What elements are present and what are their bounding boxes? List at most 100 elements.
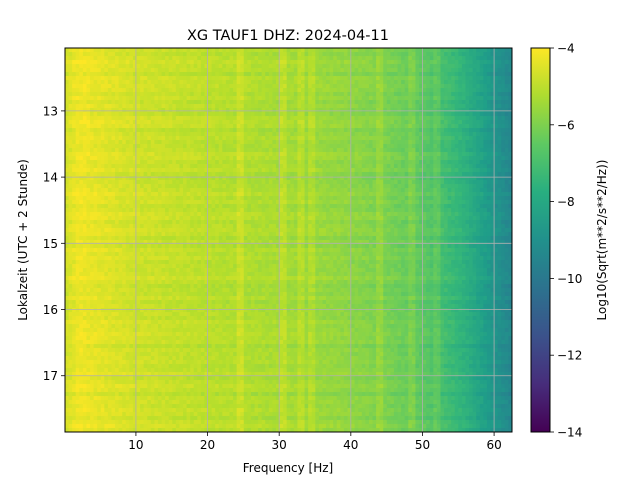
heatmap-cell xyxy=(154,380,159,385)
heatmap-cell xyxy=(161,52,166,57)
heatmap-cell xyxy=(193,184,198,189)
heatmap-cell xyxy=(193,340,198,345)
heatmap-cell xyxy=(115,96,120,101)
heatmap-cell xyxy=(93,128,98,133)
heatmap-cell xyxy=(157,120,163,125)
heatmap-cell xyxy=(208,384,213,389)
heatmap-cell xyxy=(211,244,216,249)
heatmap-cell xyxy=(150,88,155,93)
heatmap-cell xyxy=(118,204,123,209)
heatmap-cell xyxy=(204,68,209,73)
heatmap-cell xyxy=(111,384,116,389)
heatmap-cell xyxy=(136,212,141,217)
heatmap-cell xyxy=(97,376,102,381)
heatmap-cell xyxy=(168,128,173,133)
heatmap-cell xyxy=(197,356,202,361)
heatmap-cell xyxy=(90,108,95,113)
heatmap-cell xyxy=(143,88,148,93)
heatmap-cell xyxy=(161,192,166,197)
heatmap-cell xyxy=(204,412,209,417)
heatmap-cell xyxy=(104,304,109,309)
heatmap-cell xyxy=(233,276,238,281)
heatmap-cell xyxy=(122,168,127,173)
heatmap-cell xyxy=(215,164,220,169)
heatmap-cell xyxy=(107,248,113,253)
heatmap-cell xyxy=(75,356,80,361)
heatmap-cell xyxy=(143,100,148,105)
heatmap-cell xyxy=(215,116,220,121)
heatmap-cell xyxy=(132,92,138,97)
heatmap-cell xyxy=(175,216,181,221)
heatmap-cell xyxy=(65,296,70,301)
heatmap-cell xyxy=(233,400,238,405)
heatmap-cell xyxy=(179,136,184,141)
heatmap-cell xyxy=(75,288,80,293)
heatmap-cell xyxy=(100,220,105,225)
heatmap-cell xyxy=(197,108,202,113)
heatmap-cell xyxy=(100,328,105,333)
heatmap-cell xyxy=(115,108,120,113)
heatmap-cell xyxy=(125,336,130,341)
heatmap-cell xyxy=(122,348,127,353)
heatmap-cell xyxy=(247,428,252,432)
heatmap-cell xyxy=(175,84,181,89)
heatmap-cell xyxy=(168,404,173,409)
heatmap-cell xyxy=(86,284,91,289)
heatmap-cell xyxy=(200,184,206,189)
heatmap-cell xyxy=(147,80,152,85)
heatmap-cell xyxy=(75,84,80,89)
heatmap-cell xyxy=(82,136,88,141)
heatmap-cell xyxy=(107,52,113,57)
heatmap-cell xyxy=(118,108,123,113)
heatmap-cell xyxy=(154,144,159,149)
heatmap-cell xyxy=(82,140,88,145)
heatmap-cell xyxy=(104,124,109,129)
heatmap-cell xyxy=(179,212,184,217)
heatmap-cell xyxy=(172,148,177,153)
heatmap-cell xyxy=(240,232,245,237)
heatmap-cell xyxy=(93,364,98,369)
heatmap-cell xyxy=(129,396,134,401)
heatmap-cell xyxy=(218,320,223,325)
heatmap-cell xyxy=(86,108,91,113)
heatmap-cell xyxy=(222,424,227,429)
heatmap-cell xyxy=(208,308,213,313)
heatmap-cell xyxy=(147,68,152,73)
heatmap-cell xyxy=(147,412,152,417)
heatmap-cell xyxy=(186,376,191,381)
heatmap-cell xyxy=(136,416,141,421)
heatmap-cell xyxy=(86,144,91,149)
heatmap-cell xyxy=(208,124,213,129)
heatmap-cell xyxy=(222,248,227,253)
heatmap-cell xyxy=(65,248,70,253)
heatmap-cell xyxy=(225,96,231,101)
heatmap-cell xyxy=(243,144,248,149)
heatmap-cell xyxy=(118,344,123,349)
heatmap-cell xyxy=(236,312,241,317)
heatmap-cell xyxy=(154,124,159,129)
heatmap-cell xyxy=(157,304,163,309)
heatmap-cell xyxy=(168,368,173,373)
heatmap-cell xyxy=(75,244,80,249)
heatmap-cell xyxy=(186,368,191,373)
heatmap-cell xyxy=(200,284,206,289)
heatmap-cell xyxy=(208,108,213,113)
heatmap-cell xyxy=(172,88,177,93)
heatmap-cell xyxy=(222,96,227,101)
heatmap-cell xyxy=(243,80,248,85)
heatmap-cell xyxy=(157,376,163,381)
heatmap-cell xyxy=(90,336,95,341)
heatmap-cell xyxy=(79,56,84,61)
heatmap-cell xyxy=(168,92,173,97)
heatmap-cell xyxy=(79,388,84,393)
heatmap-cell xyxy=(90,164,95,169)
heatmap-cell xyxy=(208,260,213,265)
heatmap-cell xyxy=(236,192,241,197)
heatmap-cell xyxy=(165,368,170,373)
heatmap-cell xyxy=(175,360,181,365)
heatmap-cell xyxy=(165,236,170,241)
heatmap-cell xyxy=(204,128,209,133)
heatmap-cell xyxy=(129,408,134,413)
heatmap-cell xyxy=(236,304,241,309)
heatmap-cell xyxy=(240,388,245,393)
